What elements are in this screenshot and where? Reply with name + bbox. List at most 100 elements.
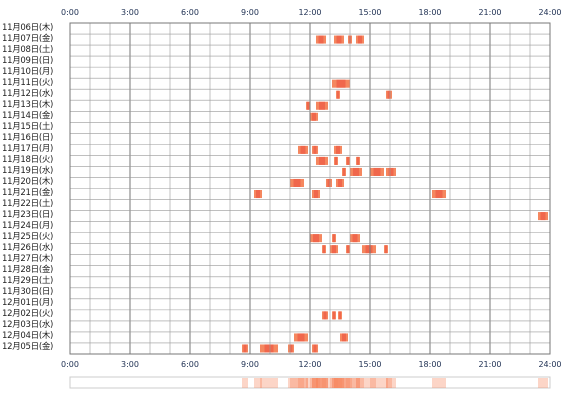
hour-label-bottom: 3:00 (121, 360, 139, 369)
hour-label-bottom: 0:00 (61, 360, 79, 369)
summary-heat-segment (384, 378, 388, 388)
date-label: 11月08日(土) (2, 44, 54, 55)
summary-heat-segment (254, 378, 262, 388)
summary-heat-segment (346, 378, 350, 388)
summary-heat-segment (332, 378, 336, 388)
summary-heat-segment (322, 378, 328, 388)
activity-bar-core (332, 245, 336, 254)
date-label: 11月21日(金) (2, 188, 54, 198)
grid-border (69, 22, 551, 355)
activity-bar-core (318, 35, 324, 44)
activity-bar-core (365, 245, 373, 254)
date-label: 11月13日(木) (2, 99, 54, 110)
hour-label-bottom: 9:00 (241, 360, 259, 369)
activity-bar-core (256, 190, 260, 199)
summary-heat-segment (348, 378, 352, 388)
activity-bar-core (388, 167, 394, 176)
summary-heat-segment (340, 378, 348, 388)
activity-bar-core (314, 190, 318, 199)
activity-bar-core (373, 167, 381, 176)
summary-heat-segment (334, 378, 342, 388)
summary-heat-segment (316, 378, 326, 388)
activity-bar-core (336, 79, 346, 88)
activity-bar-core (312, 112, 316, 121)
summary-heat-segment (312, 378, 320, 388)
summary-heat-segment (332, 378, 336, 388)
date-label: 11月25日(火) (2, 232, 54, 243)
activity-bar-core (338, 178, 342, 187)
activity-bar-core (385, 245, 387, 254)
hour-label-top: 18:00 (418, 8, 442, 17)
date-label: 12月04日(木) (2, 331, 54, 342)
summary-heat-segment (312, 378, 318, 388)
date-label: 11月15日(土) (2, 121, 54, 132)
date-label: 11月30日(日) (2, 287, 54, 298)
date-label: 12月02日(火) (2, 309, 54, 320)
summary-heat-segment (338, 378, 342, 388)
activity-bar-core (336, 145, 340, 154)
summary-heat-segment (294, 378, 308, 388)
date-label: 11月14日(金) (2, 110, 54, 121)
summary-heat-segment (362, 378, 376, 388)
activity-bar-core (540, 212, 546, 221)
activity-bar-core (293, 178, 301, 187)
hour-label-bottom: 18:00 (418, 360, 442, 369)
summary-heat-segment (316, 378, 328, 388)
summary-heat-segment (306, 378, 310, 388)
activity-bar-core (357, 156, 359, 165)
summary-heat-segment (312, 378, 318, 388)
hour-label-top: 3:00 (121, 8, 139, 17)
summary-heat-segment (350, 378, 362, 388)
activity-bar-core (313, 145, 317, 154)
date-label: 11月06日(木) (2, 22, 54, 33)
summary-heat-segment (346, 378, 350, 388)
activity-bar-core (243, 344, 247, 353)
date-label: 12月01日(月) (2, 298, 54, 309)
summary-heat-segment (350, 378, 360, 388)
date-label: 11月23日(日) (2, 210, 54, 221)
date-label: 11月12日(水) (2, 88, 54, 99)
summary-heat-segment (342, 378, 346, 388)
hour-label-top: 0:00 (61, 8, 79, 17)
activity-bar-core (264, 344, 274, 353)
summary-heat-segment (336, 378, 344, 388)
activity-bar-core (339, 311, 341, 320)
activity-bar-core (358, 35, 362, 44)
activity-bar-core (323, 311, 327, 320)
activity-bar-core (323, 245, 325, 254)
activity-bar-core (333, 234, 335, 243)
activity-bar-core (336, 35, 342, 44)
hour-label-top: 24:00 (538, 8, 562, 17)
activity-bar-core (319, 101, 325, 110)
date-label: 11月17日(月) (2, 143, 54, 154)
activity-bar-core (307, 101, 309, 110)
date-label: 11月07日(金) (2, 33, 54, 44)
activity-bar-core (435, 190, 443, 199)
summary-heat-segment (356, 378, 364, 388)
summary-heat-segment (288, 378, 294, 388)
activity-bar-core (327, 178, 331, 187)
activity-bar-core (313, 234, 319, 243)
activity-bar-core (297, 333, 305, 342)
activity-bar-core (387, 90, 391, 99)
summary-heat-segment (316, 378, 328, 388)
activity-bar-core (352, 234, 358, 243)
date-label: 11月22日(土) (2, 199, 54, 210)
date-label: 11月27日(木) (2, 254, 54, 265)
summary-heat-segment (370, 378, 384, 388)
activity-bar-core (335, 156, 337, 165)
activity-bar-core (347, 245, 349, 254)
hour-label-bottom: 24:00 (538, 360, 562, 369)
activity-bar-core (333, 311, 335, 320)
date-label: 11月20日(木) (2, 176, 54, 187)
date-label: 11月11日(火) (2, 77, 54, 88)
summary-heat-segment (334, 378, 344, 388)
summary-heat-segment (326, 378, 332, 388)
summary-heat-segment (336, 378, 340, 388)
summary-heat-segment (386, 378, 396, 388)
date-label: 11月09日(日) (2, 55, 54, 66)
summary-heat-segment (332, 378, 350, 388)
summary-heat-segment (242, 378, 248, 388)
